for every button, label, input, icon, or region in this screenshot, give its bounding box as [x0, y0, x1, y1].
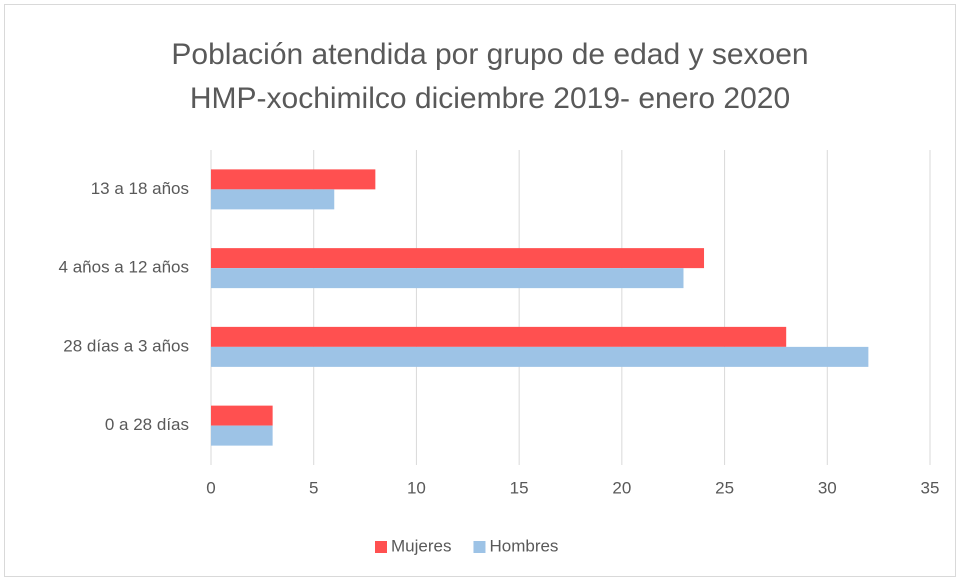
x-tick-label: 30 [818, 478, 837, 497]
x-tick-label: 10 [407, 478, 426, 497]
x-tick-label: 0 [206, 478, 215, 497]
legend-swatch [375, 541, 387, 553]
bar [211, 189, 335, 210]
bar [211, 405, 273, 426]
bar [211, 346, 869, 367]
chart-title: HMP-xochimilco diciembre 2019- enero 202… [190, 82, 790, 115]
x-tick-label: 25 [715, 478, 734, 497]
bar [211, 268, 684, 289]
x-tick-label: 5 [309, 478, 318, 497]
legend-swatch [473, 541, 486, 553]
legend-label: Hombres [489, 536, 558, 555]
chart-border [4, 4, 956, 577]
legend-label: Mujeres [391, 536, 451, 555]
chart-title: Población atendida por grupo de edad y s… [171, 38, 808, 71]
x-tick-label: 15 [510, 478, 529, 497]
y-tick-label: 28 días a 3 años [63, 336, 189, 355]
bar [211, 248, 705, 269]
y-tick-label: 0 a 28 días [105, 415, 189, 434]
x-tick-label: 35 [921, 478, 940, 497]
bar [211, 326, 787, 347]
x-tick-label: 20 [612, 478, 631, 497]
y-tick-label: 13 a 18 años [91, 179, 189, 198]
y-tick-label: 4 años a 12 años [59, 258, 189, 277]
bar [211, 169, 376, 190]
bar [211, 425, 273, 446]
